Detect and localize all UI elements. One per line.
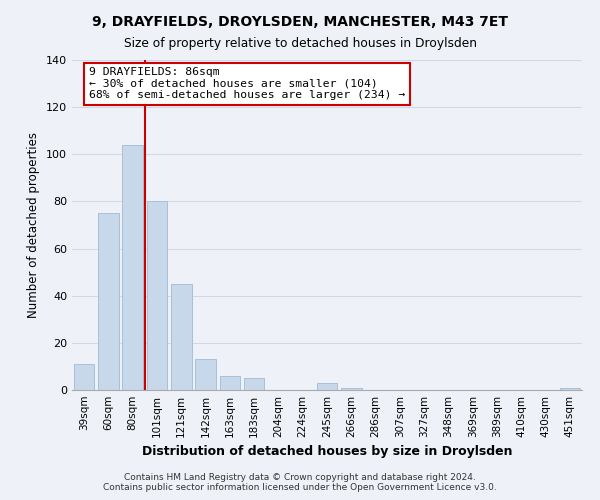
Bar — [122, 145, 143, 390]
Bar — [317, 383, 337, 390]
Bar — [146, 202, 167, 390]
Bar — [195, 360, 216, 390]
Text: Contains HM Land Registry data © Crown copyright and database right 2024.
Contai: Contains HM Land Registry data © Crown c… — [103, 473, 497, 492]
Bar — [220, 376, 240, 390]
Text: 9 DRAYFIELDS: 86sqm
← 30% of detached houses are smaller (104)
68% of semi-detac: 9 DRAYFIELDS: 86sqm ← 30% of detached ho… — [89, 67, 405, 100]
Y-axis label: Number of detached properties: Number of detached properties — [28, 132, 40, 318]
Bar — [560, 388, 580, 390]
Bar — [171, 284, 191, 390]
Bar — [341, 388, 362, 390]
Bar — [244, 378, 265, 390]
X-axis label: Distribution of detached houses by size in Droylsden: Distribution of detached houses by size … — [142, 446, 512, 458]
Text: Size of property relative to detached houses in Droylsden: Size of property relative to detached ho… — [124, 38, 476, 51]
Text: 9, DRAYFIELDS, DROYLSDEN, MANCHESTER, M43 7ET: 9, DRAYFIELDS, DROYLSDEN, MANCHESTER, M4… — [92, 15, 508, 29]
Bar — [98, 213, 119, 390]
Bar — [74, 364, 94, 390]
